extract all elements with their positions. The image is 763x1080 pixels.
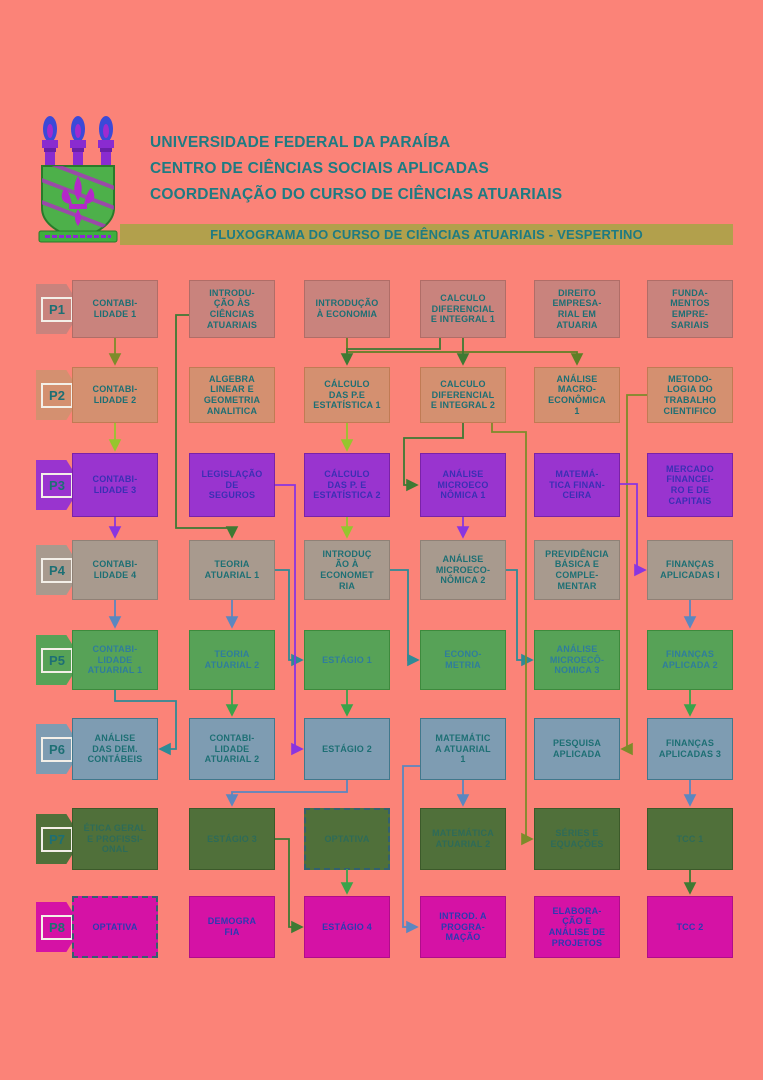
course-box: MATEMÁTICA ATUARIAL 2 [420, 808, 506, 870]
ufpb-logo [38, 116, 118, 243]
course-box: MATEMÁ- TICA FINAN- CEIRA [534, 453, 620, 517]
course-box: FINANÇAS APLICADAS I [647, 540, 733, 600]
course-box: TCC 2 [647, 896, 733, 958]
course-box: FUNDA- MENTOS EMPRE- SARIAIS [647, 280, 733, 338]
course-box: CALCULO DIFERENCIAL E INTEGRAL 2 [420, 367, 506, 423]
fleur-de-lis-icon [61, 176, 95, 226]
period-label-text: P2 [41, 382, 73, 408]
course-box: ÉTICA GERAL E PROFISSI- ONAL [72, 808, 158, 870]
course-box: CONTABI- LIDADE ATUARIAL 1 [72, 630, 158, 690]
period-label-text: P8 [41, 914, 73, 940]
course-box: INTRODU- ÇÃO ÀS CIÊNCIAS ATUARIAIS [189, 280, 275, 338]
course-box: ESTÁGIO 4 [304, 896, 390, 958]
course-box: ESTÁGIO 3 [189, 808, 275, 870]
header-line-coordination: COORDENAÇÃO DO CURSO DE CIÊNCIAS ATUARIA… [150, 186, 563, 203]
course-box: INTRODUÇ ÃO À ECONOMET RIA [304, 540, 390, 600]
course-box: ECONO- METRIA [420, 630, 506, 690]
course-box: TCC 1 [647, 808, 733, 870]
course-box: CALCULO DIFERENCIAL E INTEGRAL 1 [420, 280, 506, 338]
course-box: PESQUISA APLICADA [534, 718, 620, 780]
course-box: FINANÇAS APLICADA 2 [647, 630, 733, 690]
course-box: DEMOGRA FIA [189, 896, 275, 958]
course-box: CONTABI- LIDADE 1 [72, 280, 158, 338]
course-box: FINANÇAS APLICADAS 3 [647, 718, 733, 780]
course-box: MERCADO FINANCEI- RO E DE CAPITAIS [647, 453, 733, 517]
period-label-text: P6 [41, 736, 73, 762]
course-box: TEORIA ATUARIAL 2 [189, 630, 275, 690]
course-box: ESTÁGIO 1 [304, 630, 390, 690]
period-label-text: P3 [41, 472, 73, 498]
header-line-center: CENTRO DE CIÊNCIAS SOCIAIS APLICADAS [150, 160, 490, 177]
course-box: LEGISLAÇÃO DE SEGUROS [189, 453, 275, 517]
course-box: ANÁLISE MICROECO- NÔMICA 2 [420, 540, 506, 600]
period-label-text: P7 [41, 826, 73, 852]
period-label-text: P1 [41, 296, 73, 322]
course-box: CONTABI- LIDADE 4 [72, 540, 158, 600]
header-line-university: UNIVERSIDADE FEDERAL DA PARAÍBA [150, 134, 451, 151]
course-box: INTRODUÇÃO À ECONOMIA [304, 280, 390, 338]
course-box: PREVIDÊNCIA BÁSICA E COMPLE- MENTAR [534, 540, 620, 600]
course-box: SÉRIES E EQUAÇÕES [534, 808, 620, 870]
course-box: CONTABI- LIDADE ATUARIAL 2 [189, 718, 275, 780]
course-box: INTROD. A PROGRA- MAÇÃO [420, 896, 506, 958]
course-box: ALGEBRA LINEAR E GEOMETRIA ANALITICA [189, 367, 275, 423]
course-box: TEORIA ATUARIAL 1 [189, 540, 275, 600]
flowchart-banner: FLUXOGRAMA DO CURSO DE CIÊNCIAS ATUARIAI… [120, 224, 733, 245]
course-box: ANÁLISE MACRO- ECONÔMICA 1 [534, 367, 620, 423]
course-box: OPTATIVA [72, 896, 158, 958]
course-box: METODO- LOGIA DO TRABALHO CIENTIFICO [647, 367, 733, 423]
course-box: ELABORA- ÇÃO E ANÁLISE DE PROJETOS [534, 896, 620, 958]
torches-icon [42, 116, 114, 167]
course-box: DIREITO EMPRESA- RIAL EM ATUARIA [534, 280, 620, 338]
motto-ribbon [38, 230, 118, 243]
course-box: CONTABI- LIDADE 2 [72, 367, 158, 423]
course-box: ANÁLISE MICROECÔ- NOMICA 3 [534, 630, 620, 690]
course-box: ANÁLISE DAS DEM. CONTÁBEIS [72, 718, 158, 780]
course-box: OPTATIVA [304, 808, 390, 870]
period-label-text: P5 [41, 647, 73, 673]
period-label-text: P4 [41, 557, 73, 583]
course-box: ANÁLISE MICROECO NÔMICA 1 [420, 453, 506, 517]
course-box: CÁLCULO DAS P. E ESTATÍSTICA 2 [304, 453, 390, 517]
course-box: CÁLCULO DAS P.E ESTATÍSTICA 1 [304, 367, 390, 423]
course-box: CONTABI- LIDADE 3 [72, 453, 158, 517]
course-box: MATEMÁTIC A ATUARIAL 1 [420, 718, 506, 780]
course-box: ESTÁGIO 2 [304, 718, 390, 780]
header-title-block: UNIVERSIDADE FEDERAL DA PARAÍBA CENTRO D… [150, 130, 562, 208]
